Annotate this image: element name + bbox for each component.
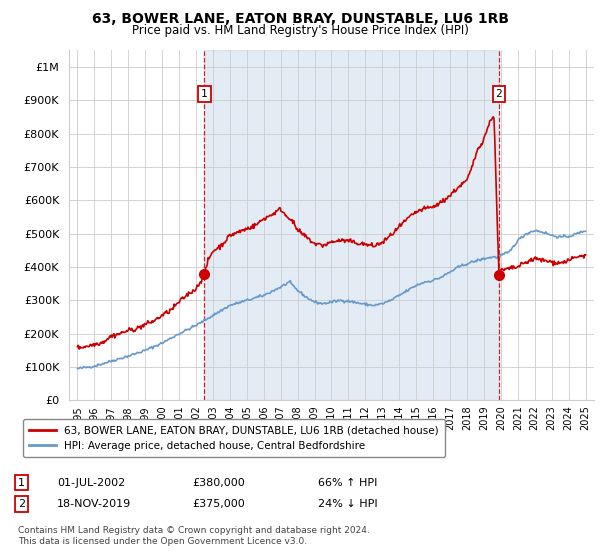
Text: 1: 1 <box>18 478 25 488</box>
Text: 2: 2 <box>18 499 25 509</box>
Bar <box>205 50 499 400</box>
Text: 01-JUL-2002: 01-JUL-2002 <box>57 478 125 488</box>
Legend: 63, BOWER LANE, EATON BRAY, DUNSTABLE, LU6 1RB (detached house), HPI: Average pr: 63, BOWER LANE, EATON BRAY, DUNSTABLE, L… <box>23 419 445 457</box>
Text: 24% ↓ HPI: 24% ↓ HPI <box>318 499 377 509</box>
Text: Price paid vs. HM Land Registry's House Price Index (HPI): Price paid vs. HM Land Registry's House … <box>131 24 469 36</box>
Text: Contains HM Land Registry data © Crown copyright and database right 2024.
This d: Contains HM Land Registry data © Crown c… <box>18 526 370 546</box>
Text: 1: 1 <box>201 89 208 99</box>
Text: 66% ↑ HPI: 66% ↑ HPI <box>318 478 377 488</box>
Text: 2: 2 <box>496 89 502 99</box>
Text: 18-NOV-2019: 18-NOV-2019 <box>57 499 131 509</box>
Text: £380,000: £380,000 <box>192 478 245 488</box>
Text: £375,000: £375,000 <box>192 499 245 509</box>
Text: 63, BOWER LANE, EATON BRAY, DUNSTABLE, LU6 1RB: 63, BOWER LANE, EATON BRAY, DUNSTABLE, L… <box>91 12 509 26</box>
